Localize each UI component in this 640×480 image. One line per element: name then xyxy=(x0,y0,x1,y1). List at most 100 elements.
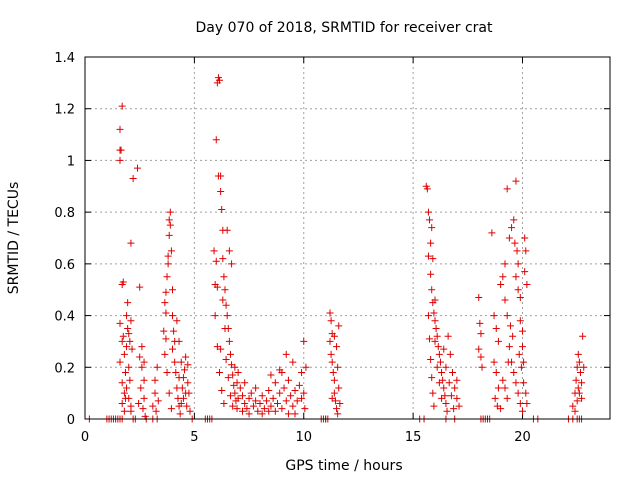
data-point xyxy=(424,252,432,260)
data-point xyxy=(499,376,507,384)
data-point xyxy=(226,392,234,400)
data-point xyxy=(514,286,522,294)
data-point xyxy=(520,379,528,387)
data-point xyxy=(333,405,341,413)
data-point xyxy=(327,317,335,325)
data-point xyxy=(575,358,583,366)
data-point xyxy=(165,231,173,239)
data-point xyxy=(427,356,435,364)
data-point xyxy=(514,389,522,397)
data-point xyxy=(184,379,192,387)
data-point xyxy=(224,374,232,382)
y-tick-label: 0 xyxy=(67,413,75,428)
y-tick-labels: 0 0.2 0.4 0.6 0.8 1 1.2 1.4 xyxy=(54,51,75,428)
data-point xyxy=(239,407,246,415)
data-point xyxy=(447,392,455,400)
data-point xyxy=(427,270,435,278)
data-point xyxy=(300,389,308,397)
data-point xyxy=(233,379,241,387)
data-point xyxy=(222,356,230,364)
data-point xyxy=(271,379,279,387)
data-point xyxy=(223,226,231,234)
data-point xyxy=(128,345,136,353)
data-point xyxy=(134,164,141,172)
data-point xyxy=(428,374,436,382)
data-point xyxy=(334,363,342,371)
data-point xyxy=(505,234,513,242)
data-point xyxy=(212,257,220,265)
data-point xyxy=(217,345,225,353)
data-point xyxy=(478,363,486,371)
data-point xyxy=(184,361,192,369)
data-point xyxy=(126,376,134,384)
data-point xyxy=(446,350,454,358)
data-point xyxy=(179,374,187,382)
data-point xyxy=(218,206,226,214)
data-point xyxy=(444,332,452,340)
data-point xyxy=(229,371,237,379)
data-point xyxy=(120,350,128,358)
data-point xyxy=(516,317,524,325)
data-point xyxy=(124,325,132,332)
data-point xyxy=(433,363,441,371)
y-tick-label: 0.4 xyxy=(54,310,75,325)
data-point xyxy=(163,368,171,376)
data-point xyxy=(152,407,160,415)
data-point xyxy=(241,379,249,387)
data-point xyxy=(443,407,451,415)
y-tick-label: 1 xyxy=(67,154,75,169)
data-point xyxy=(434,343,442,351)
data-point xyxy=(211,312,219,320)
data-point xyxy=(523,399,531,407)
axis-ticks xyxy=(84,56,610,420)
data-point xyxy=(426,216,434,224)
data-point xyxy=(267,402,275,410)
x-tick-label: 5 xyxy=(190,430,198,445)
data-point xyxy=(488,229,496,237)
data-point xyxy=(430,402,438,410)
data-point xyxy=(231,389,239,397)
data-point xyxy=(139,405,147,413)
data-point xyxy=(173,317,181,325)
data-point xyxy=(216,76,224,84)
data-point xyxy=(517,363,525,371)
data-point xyxy=(451,384,459,392)
data-point xyxy=(328,358,336,366)
grid-lines xyxy=(85,57,610,419)
data-point xyxy=(492,325,500,332)
data-point xyxy=(161,350,169,358)
data-point xyxy=(120,389,128,397)
data-point xyxy=(293,397,301,405)
data-point xyxy=(519,327,526,335)
data-point xyxy=(435,350,443,358)
data-point xyxy=(336,399,344,407)
data-point xyxy=(121,394,129,402)
data-point xyxy=(505,343,513,351)
data-point xyxy=(330,376,338,384)
data-point xyxy=(222,301,230,309)
data-point xyxy=(514,260,522,268)
data-point xyxy=(334,410,342,418)
data-point xyxy=(149,402,157,410)
data-point xyxy=(229,402,237,410)
data-point xyxy=(504,358,512,366)
data-point xyxy=(274,399,281,407)
data-point xyxy=(124,299,132,307)
data-point xyxy=(243,405,251,413)
data-point xyxy=(291,410,299,418)
data-point xyxy=(282,397,290,405)
data-point xyxy=(329,368,337,376)
data-point xyxy=(475,293,483,301)
data-point xyxy=(258,410,266,418)
data-point xyxy=(289,358,297,366)
data-point xyxy=(298,368,306,376)
data-point xyxy=(330,389,338,397)
data-point xyxy=(116,156,124,164)
data-point xyxy=(523,281,531,289)
data-point xyxy=(116,125,124,133)
data-point xyxy=(520,358,528,366)
data-point xyxy=(333,343,341,351)
data-point xyxy=(245,410,253,418)
data-point xyxy=(503,185,511,193)
data-point xyxy=(280,384,288,392)
